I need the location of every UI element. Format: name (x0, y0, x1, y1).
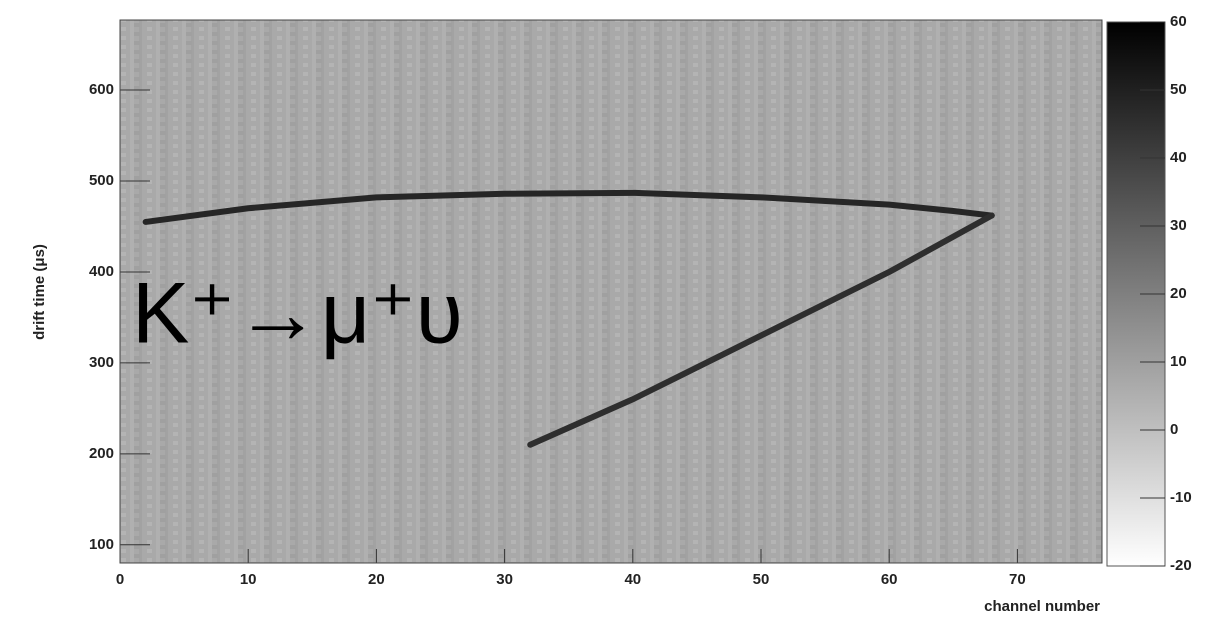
color-tick-label: 20 (1170, 285, 1187, 302)
x-tick-label: 30 (496, 571, 513, 588)
x-tick-label: 20 (368, 571, 385, 588)
annotation: K⁺→μ⁺υ (132, 266, 463, 362)
x-tick-label: 0 (116, 571, 124, 588)
color-tick-label: -20 (1170, 557, 1192, 574)
color-tick-label: 50 (1170, 81, 1187, 98)
color-tick-label: 30 (1170, 217, 1187, 234)
plot-background (120, 20, 1102, 563)
y-tick-label: 500 (89, 172, 114, 189)
x-tick-label: 40 (624, 571, 641, 588)
y-tick-label: 400 (89, 263, 114, 280)
y-tick-label: 300 (89, 354, 114, 371)
plot-frame (119, 19, 1103, 564)
y-tick-label: 600 (89, 81, 114, 98)
x-tick-label: 70 (1009, 571, 1026, 588)
track (142, 189, 995, 225)
x-tick-label: 10 (240, 571, 257, 588)
y-axis-label: drift time (μs) (31, 244, 48, 340)
x-axis-label: channel number (984, 598, 1100, 615)
y-tick-label: 200 (89, 445, 114, 462)
x-tick-label: 50 (753, 571, 770, 588)
y-tick-label: 100 (89, 536, 114, 553)
color-tick-label: 40 (1170, 149, 1187, 166)
color-tick-label: -10 (1170, 489, 1192, 506)
x-tick-label: 60 (881, 571, 898, 588)
color-tick-label: 0 (1170, 421, 1178, 438)
color-tick-label: 10 (1170, 353, 1187, 370)
color-tick-label: 60 (1170, 13, 1187, 30)
track (527, 212, 995, 448)
